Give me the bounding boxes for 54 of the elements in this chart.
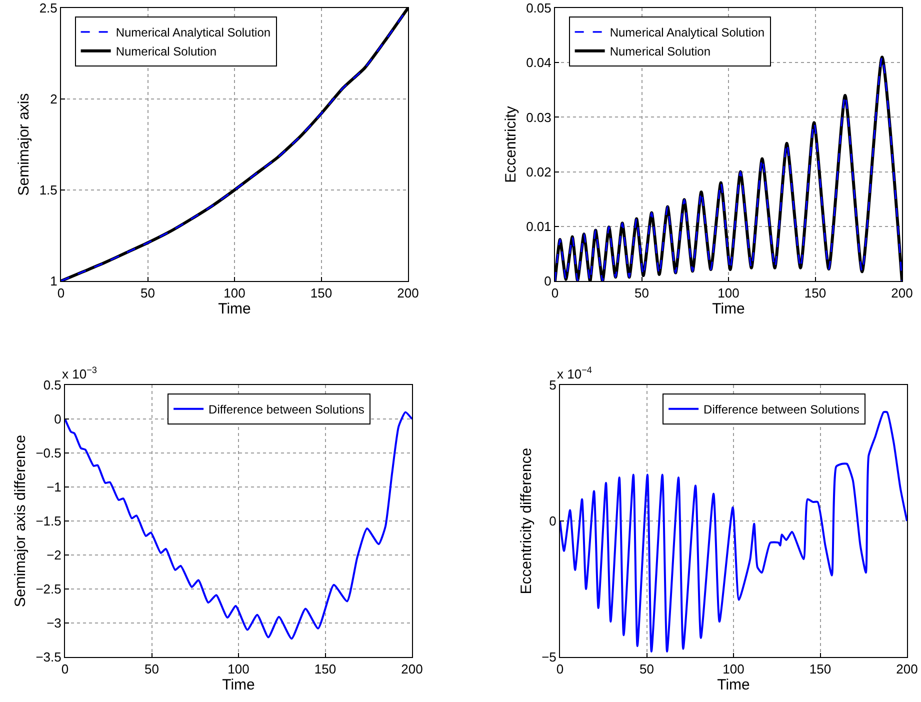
x-tick-label: 100 (718, 286, 740, 301)
x-tick-label: 150 (310, 286, 332, 301)
x-tick-label: 200 (401, 662, 423, 677)
y-tick-label: 2 (50, 92, 58, 107)
text: x 10$^{−4}$ (557, 365, 592, 382)
x-tick-label: 200 (891, 286, 913, 301)
y-tick-label: 1 (50, 274, 58, 289)
y-tick-label: 0.04 (526, 55, 552, 70)
y-tick-label: 1.5 (39, 182, 58, 198)
y-tick-label: −2.5 (36, 582, 62, 597)
x-tick-label: 100 (722, 662, 744, 677)
legend-label: Numerical Analytical Solution (116, 26, 271, 40)
y-tick-label: 0 (549, 514, 556, 529)
x-tick-label: 50 (640, 662, 654, 677)
x-tick-label: 150 (314, 662, 336, 677)
legend-label: Difference between Solutions (704, 402, 860, 417)
legend-label: Difference between Solutions (208, 402, 364, 417)
x-tick-label: 50 (144, 662, 159, 677)
x-tick-label: 150 (804, 286, 826, 301)
y-tick-label: 0.01 (526, 218, 552, 234)
y-tick-label: 5 (549, 378, 556, 393)
legend-label: Numerical Analytical Solution (610, 26, 765, 40)
x-tick-label: 150 (809, 662, 832, 677)
y-axis-title: Eccentricity (502, 106, 520, 183)
y-tick-label: −3 (46, 616, 62, 631)
y-tick-label: 0.03 (526, 110, 552, 125)
legend-label: Numerical Solution (610, 44, 711, 59)
x-tick-label: 100 (224, 286, 246, 301)
x-tick-label: 200 (397, 286, 419, 301)
x-tick-label: 100 (228, 662, 250, 677)
y-tick-label: 0 (544, 274, 552, 289)
x-tick-label: 50 (140, 286, 155, 301)
x-axis-title: Time (717, 676, 750, 694)
x-tick-label: 200 (896, 662, 918, 677)
text: x 10$^{−3}$ (62, 365, 97, 382)
x-axis-title: Time (218, 300, 251, 318)
y-tick-label: −2 (46, 548, 62, 563)
x-tick-label: 50 (634, 286, 649, 301)
y-axis-title: Eccentricity difference (518, 448, 535, 594)
y-tick-label: −1.5 (36, 514, 62, 529)
x-axis-title: Time (222, 676, 255, 694)
x-axis-title: Time (712, 300, 745, 318)
y-tick-label: 0.02 (526, 164, 552, 180)
y-tick-label: 0.5 (43, 378, 62, 393)
y-tick-label: −1 (46, 480, 62, 495)
y-tick-label: −0.5 (36, 446, 62, 461)
y-axis-title: Semimajor axis (16, 93, 33, 196)
y-axis-title: Semimajor axis difference (12, 434, 29, 608)
y-tick-label: −5 (542, 650, 556, 665)
y-tick-label: −3.5 (36, 650, 62, 665)
y-tick-label: 2.5 (39, 0, 58, 16)
y-tick-label: 0.05 (526, 0, 552, 16)
y-tick-label: 0 (54, 412, 62, 427)
legend-label: Numerical Solution (116, 44, 217, 59)
